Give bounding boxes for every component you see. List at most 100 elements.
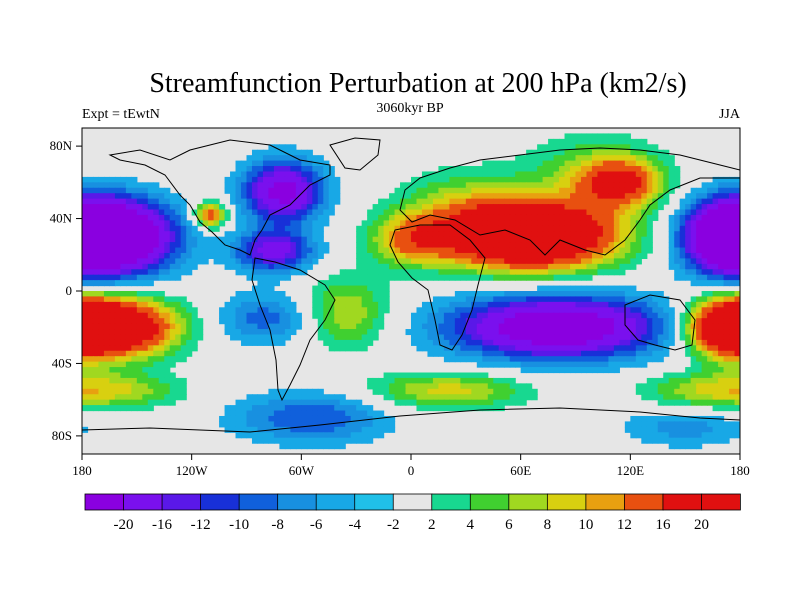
field-cell [652,176,659,183]
field-cell [734,323,740,330]
field-cell [718,209,725,216]
field-cell [624,329,631,336]
field-cell [251,160,259,167]
field-cell [542,187,549,194]
field-cell [301,410,308,417]
field-cell [487,301,494,308]
field-cell [504,329,511,336]
field-cell [367,301,374,308]
field-cell [224,323,231,330]
field-cell [476,318,483,325]
field-cell [197,220,204,227]
field-cell [608,318,615,325]
field-cell [323,220,330,227]
field-cell [147,220,154,227]
field-cell [564,367,571,374]
field-cell [515,307,522,314]
field-cell [520,269,527,276]
field-cell [109,350,116,357]
field-cell [295,426,302,433]
field-cell [580,220,588,227]
field-cell [443,225,450,232]
field-cell [663,415,670,422]
field-cell [504,176,511,183]
field-cell [158,187,165,194]
field-cell [515,361,522,368]
field-cell [230,242,237,249]
field-cell [531,176,538,183]
field-cell [690,214,697,221]
field-cell [696,415,703,422]
field-cell [158,388,165,395]
field-cell [317,182,324,189]
field-cell [82,312,89,319]
field-cell [487,171,494,178]
field-cell [493,318,500,325]
field-cell [230,252,237,259]
field-cell [564,263,571,270]
field-cell [103,225,111,232]
field-cell [136,198,143,205]
field-cell [707,269,714,276]
field-cell [394,252,401,259]
field-cell [498,274,505,281]
field-cell [235,187,242,194]
field-cell [701,383,708,390]
field-cell [685,220,692,227]
field-cell [164,296,171,303]
field-cell [131,399,138,406]
field-cell [125,367,132,374]
field-cell [674,388,681,395]
field-cell [345,274,352,281]
field-cell [421,307,429,314]
field-cell [257,220,264,227]
field-cell [268,399,275,406]
field-cell [438,225,445,232]
field-cell [284,231,291,238]
field-cell [82,263,89,270]
field-cell [251,410,259,417]
field-cell [87,182,94,189]
field-cell [246,432,253,439]
field-cell [531,329,538,336]
field-cell [685,415,692,422]
field-cell [378,231,385,238]
field-cell [635,236,642,243]
field-cell [312,296,319,303]
field-cell [427,220,434,227]
field-cell [580,155,588,162]
field-cell [493,198,500,205]
field-cell [602,345,609,352]
field-cell [613,198,620,205]
field-cell [564,312,571,319]
field-cell [597,171,604,178]
field-cell [230,296,237,303]
field-cell [147,263,154,270]
field-cell [663,377,670,384]
field-cell [707,323,714,330]
field-cell [125,274,132,281]
field-cell [548,176,555,183]
field-cell [372,410,379,417]
field-cell [657,155,664,162]
field-cell [624,323,631,330]
field-cell [213,220,220,227]
field-cell [262,312,270,319]
field-cell [635,356,642,363]
field-cell [169,231,176,238]
colorbar-swatch [431,493,472,511]
field-cell [257,421,264,428]
field-cell [465,247,472,254]
field-cell [679,209,686,216]
field-cell [301,149,308,156]
field-cell [438,193,445,200]
field-cell [443,388,450,395]
field-cell [246,225,253,232]
field-cell [570,339,577,346]
field-cell [641,187,648,194]
field-cell [515,263,522,270]
field-cell [82,323,89,330]
field-cell [103,231,111,238]
field-cell [378,318,385,325]
field-cell [707,361,714,368]
